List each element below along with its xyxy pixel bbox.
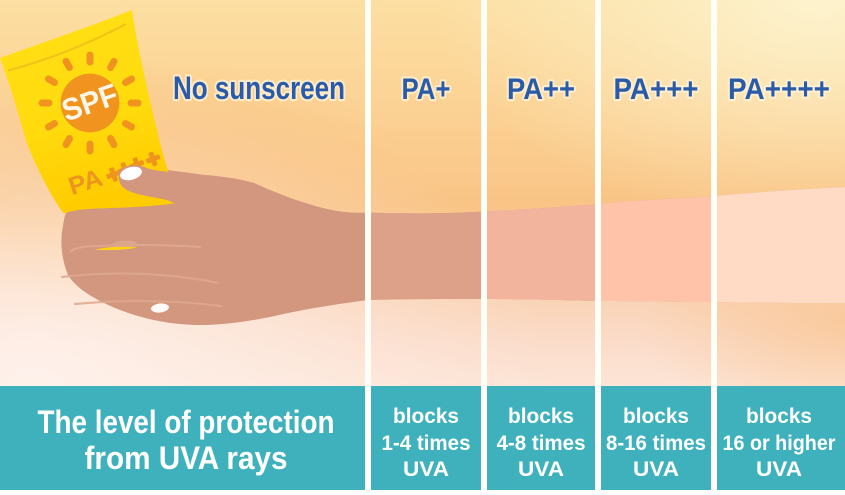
svg-text:UVA: UVA — [633, 458, 679, 481]
svg-text:PA++++: PA++++ — [728, 73, 830, 106]
svg-text:1-4 times: 1-4 times — [382, 432, 471, 455]
svg-text:blocks: blocks — [623, 405, 689, 428]
svg-text:PA+: PA+ — [402, 73, 451, 106]
svg-text:PA++: PA++ — [507, 73, 575, 106]
svg-text:8-16 times: 8-16 times — [606, 432, 706, 455]
svg-text:UVA: UVA — [403, 458, 449, 481]
svg-text:16 or higher: 16 or higher — [723, 432, 836, 455]
svg-text:UVA: UVA — [518, 458, 564, 481]
svg-text:PA+++: PA+++ — [614, 73, 699, 106]
svg-text:blocks: blocks — [746, 405, 812, 428]
svg-text:UVA: UVA — [756, 458, 802, 481]
svg-text:blocks: blocks — [508, 405, 574, 428]
svg-text:from UVA rays: from UVA rays — [85, 440, 288, 476]
svg-text:4-8 times: 4-8 times — [497, 432, 586, 455]
svg-text:blocks: blocks — [393, 405, 459, 428]
svg-text:The level of protection: The level of protection — [38, 404, 335, 440]
svg-text:No sunscreen: No sunscreen — [173, 70, 345, 106]
